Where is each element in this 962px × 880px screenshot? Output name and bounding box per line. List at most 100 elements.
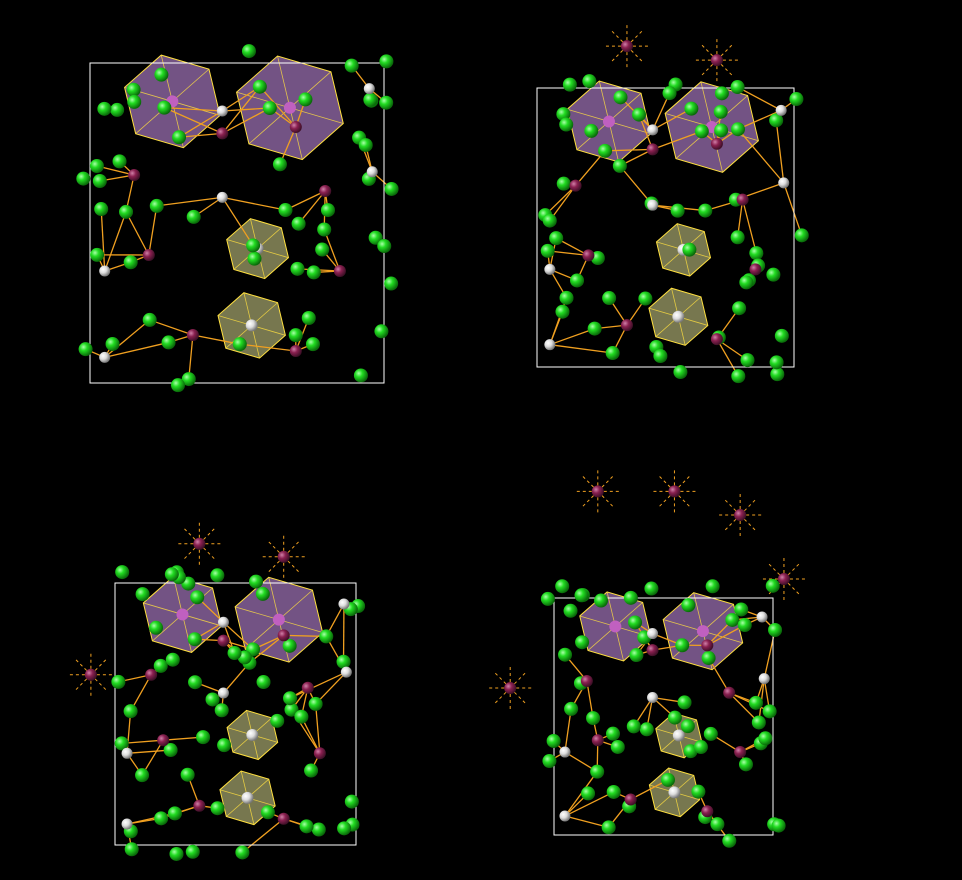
bond [104,341,169,359]
dashed-bond [183,527,200,545]
ligand-atom [149,620,164,635]
ligand-atom [317,222,332,237]
dashed-bond [768,563,785,580]
ligand-atom [246,238,261,253]
bond [544,185,577,216]
ligand-atom [260,805,275,820]
dashed-bond [597,475,614,492]
ligand-atom [714,86,729,101]
metal-atom [301,681,314,694]
bond [148,205,158,256]
metal-atom [701,639,714,652]
metal-atom [668,485,681,498]
ligand-atom [187,632,202,647]
bond [564,791,614,817]
bond [283,634,327,638]
polyhedron-center-atom [672,310,685,323]
ligand-atom [549,231,564,246]
bond [156,196,223,207]
panel-view-2 [536,24,809,384]
dashed-bond [74,658,92,676]
polyhedron-center-atom [672,729,685,742]
central-atom [756,611,768,623]
metal-atom [620,319,633,332]
ligand-atom [598,143,613,158]
ligand-atom [320,203,335,218]
ligand-atom [126,82,141,97]
bond [652,108,692,131]
atoms [76,44,399,393]
central-atom [366,166,378,178]
ligand-atom [563,603,578,618]
dashed-bond [724,514,741,531]
central-atom [363,83,375,95]
ligand-atom [769,355,784,370]
dashed-bond [611,45,628,63]
dashed-bond [74,674,92,691]
metal-atom [749,263,762,276]
ligand-atom [681,598,696,613]
ligand-atom [283,691,298,706]
ligand-atom [299,819,314,834]
dashed-bond [674,490,691,508]
central-atom [559,810,571,822]
ligand-atom [771,818,786,833]
ligand-atom [111,674,126,689]
ligand-atom [127,94,142,109]
ligand-atom [384,181,399,196]
polyhedron-center-atom [696,625,709,638]
ligand-atom [638,291,653,306]
ligand-atom [698,203,713,218]
ligand-atom [188,675,203,690]
bond [222,107,270,112]
ligand-atom [344,58,359,73]
metal-atom [193,537,206,550]
ligand-atom [210,801,225,816]
ligand-atom [161,335,176,350]
metal-atom [142,249,155,261]
central-atom [217,616,229,628]
metal-atom [777,573,790,586]
ligand-atom [153,658,168,673]
bond [564,815,609,828]
bonds [488,469,806,842]
central-atom [544,263,556,275]
bond [775,120,785,183]
ligand-atom [714,123,729,138]
ligand-atom [713,104,728,119]
metal-atom [277,550,290,563]
ligand-atom [241,44,256,59]
ligand-atom [353,368,368,383]
ligand-atom [115,565,130,580]
ligand-atom [256,675,271,690]
ligand-atom [272,157,287,172]
ligand-atom [377,239,392,254]
ligand-atom [691,784,706,799]
ligand-atom [789,92,804,107]
central-atom [775,104,787,116]
ligand-atom [766,267,781,282]
ligand-atom [770,367,785,382]
metal-atom [591,485,604,498]
metal-atom [289,121,302,133]
bond [716,338,739,377]
bond [188,334,194,380]
central-atom [121,818,133,830]
ligand-atom [542,753,557,768]
bond [222,196,286,211]
ligand-atom [564,701,579,716]
ligand-atom [105,336,120,351]
ligand-atom [235,845,250,860]
bond [149,319,194,336]
ligand-atom [167,806,182,821]
ligand-atom [298,92,313,107]
bond [549,185,577,221]
central-atom [99,351,111,363]
bond [285,190,326,211]
bond [249,634,285,664]
metal-atom [646,143,659,156]
central-atom [121,747,133,759]
dashed-bond [581,490,599,508]
bond [125,211,150,256]
ligand-atom [582,74,597,89]
